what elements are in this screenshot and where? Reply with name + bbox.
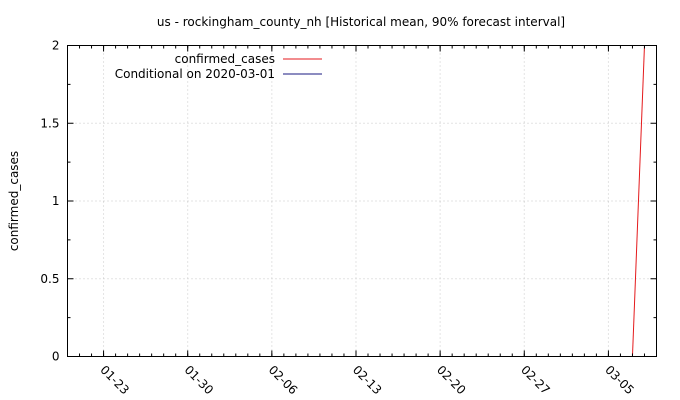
x-tick-label: 02-27 [518, 363, 553, 398]
x-tick-label: 02-20 [434, 363, 469, 398]
x-tick-label: 02-13 [350, 363, 385, 398]
series-layer [631, 45, 645, 357]
y-tick-label: 0 [52, 350, 60, 364]
x-tick-label: 03-05 [602, 363, 637, 398]
series-line-0 [631, 45, 645, 357]
y-tick-label: 0.5 [40, 272, 59, 286]
x-tick-label: 02-06 [266, 363, 301, 398]
y-tick-label: 1 [52, 194, 60, 208]
y-tick-label: 2 [52, 39, 60, 53]
grid-layer [67, 45, 657, 357]
legend-label: Conditional on 2020-03-01 [115, 67, 275, 81]
y-axis-label: confirmed_cases [7, 151, 21, 251]
x-tick-label: 01-30 [182, 363, 217, 398]
tick-layer: 0 0.5 1 1.5 2 01-23 01-30 02-06 02-13 02-20 02-27 0… [40, 39, 657, 398]
chart-title: us - rockingham_county_nh [Historical me… [157, 15, 565, 29]
x-tick-label: 01-23 [97, 363, 132, 398]
y-tick-label: 1.5 [40, 116, 59, 130]
legend-label: confirmed_cases [175, 52, 275, 66]
